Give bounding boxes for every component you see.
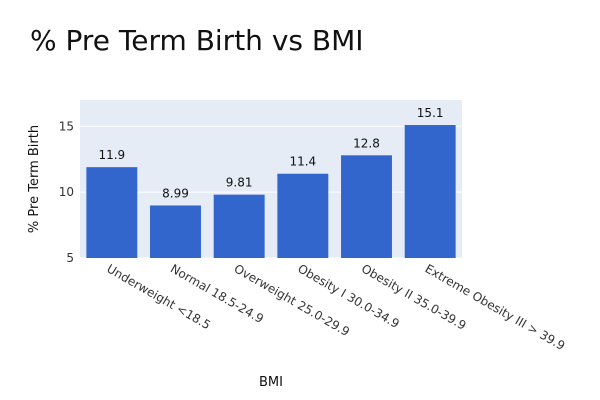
y-tick-label: 5: [66, 251, 74, 265]
bar: [341, 155, 392, 258]
data-labels: 11.9 8.99 9.81 11.4 12.8 15.1: [98, 106, 443, 200]
y-axis-title: % Pre Term Birth: [27, 125, 42, 233]
bar-value-label: 11.4: [289, 155, 316, 169]
bars: [86, 125, 456, 259]
bar: [277, 173, 329, 258]
bar-value-label: 15.1: [417, 106, 444, 120]
bar: [150, 205, 201, 258]
y-tick-label: 15: [59, 119, 74, 133]
bar: [213, 194, 265, 258]
x-axis-title: BMI: [259, 375, 283, 390]
bar-value-label: 12.8: [353, 136, 380, 150]
x-tick-label: Underweight <18.5: [104, 261, 213, 332]
bar-value-label: 8.99: [162, 186, 189, 200]
bar-value-label: 9.81: [226, 176, 253, 190]
y-axis-ticks: 5 10 15: [59, 119, 74, 265]
x-tick-label: Overweight 25.0-29.9: [232, 261, 352, 339]
bar: [86, 167, 138, 258]
bar-value-label: 11.9: [98, 148, 125, 162]
bar: [404, 125, 456, 259]
x-tick-label: Obesity II 35.0-39.9: [359, 261, 468, 332]
chart-title: % Pre Term Birth vs BMI: [30, 24, 364, 57]
gridlines: [80, 125, 462, 259]
y-tick-label: 10: [59, 185, 74, 199]
